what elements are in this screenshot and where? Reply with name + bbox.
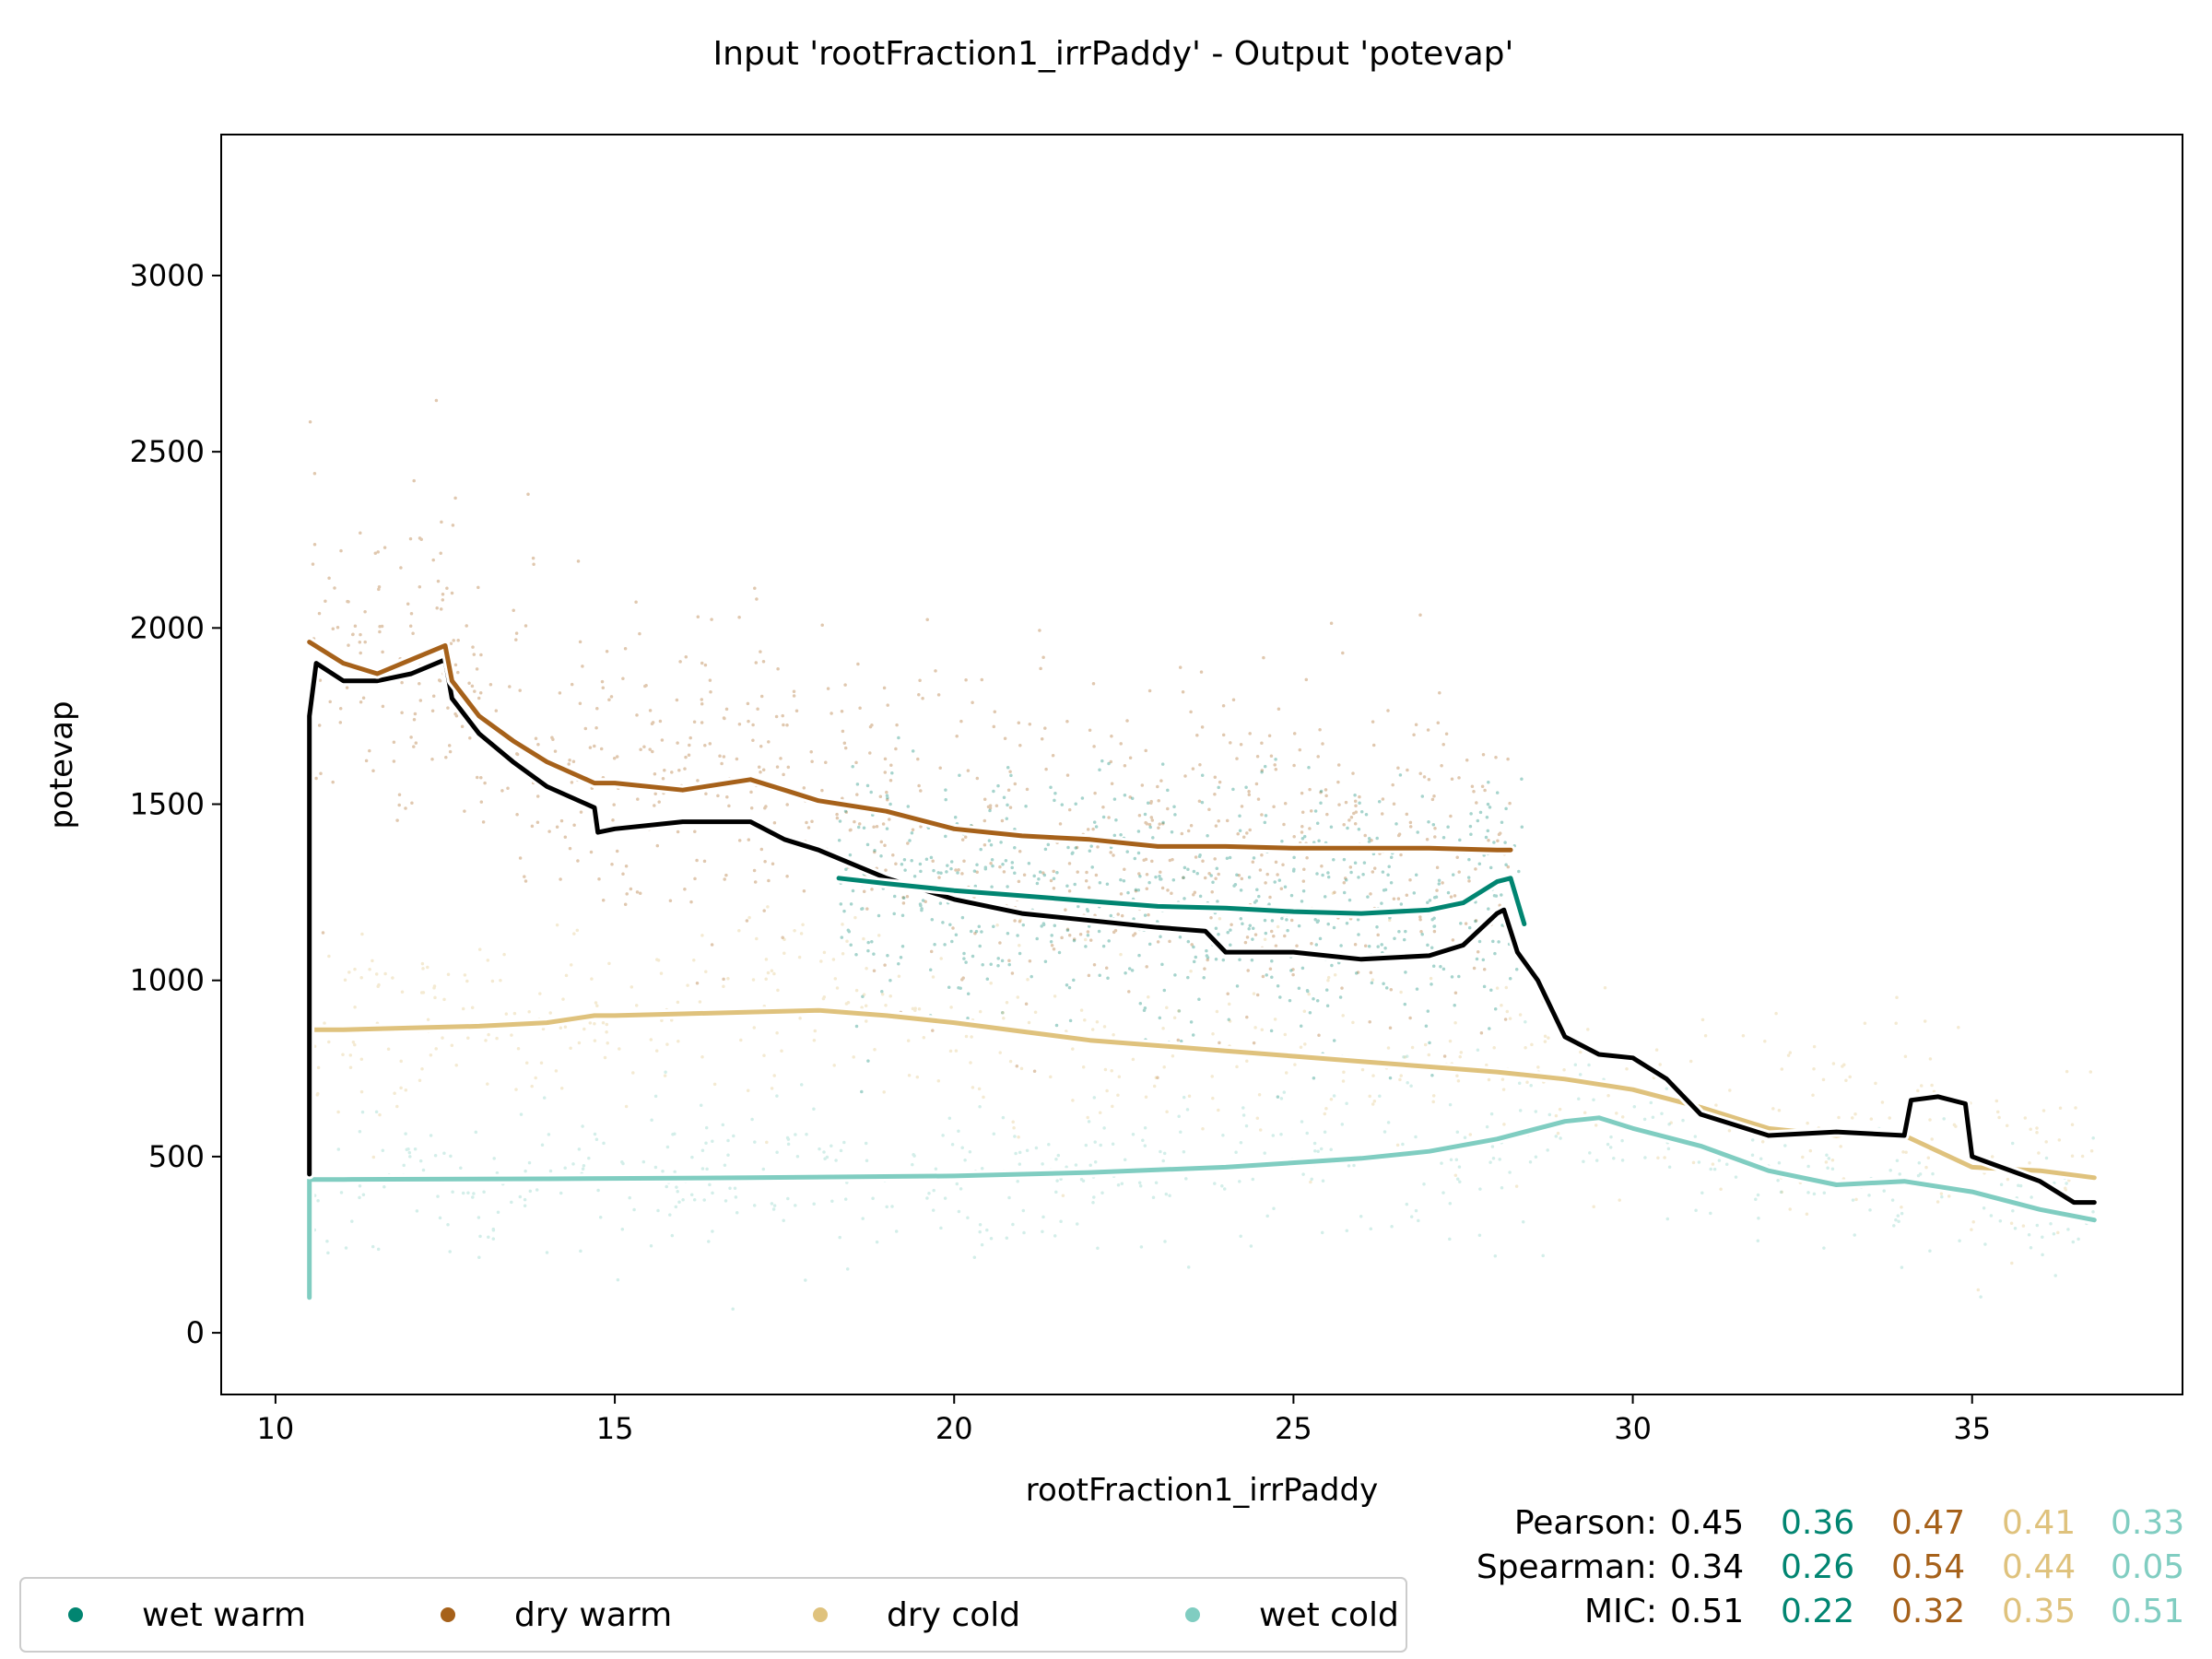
legend-frame xyxy=(19,1577,1407,1653)
y-tick-label: 1500 xyxy=(130,787,205,822)
legend-label-dry-warm: dry warm xyxy=(514,1596,672,1634)
x-tick-label: 15 xyxy=(596,1411,634,1446)
legend-label-wet-warm: wet warm xyxy=(142,1596,306,1634)
x-tick-label: 20 xyxy=(935,1411,973,1446)
stats-value: 0.05 xyxy=(2111,1548,2184,1586)
scatter-points-dry-cold xyxy=(309,891,2094,1292)
trend-line-overall xyxy=(307,657,2097,1206)
stats-value: 0.32 xyxy=(1891,1593,1965,1630)
stats-value: 0.47 xyxy=(1891,1504,1965,1542)
stats-value: 0.41 xyxy=(2002,1504,2076,1542)
stats-value: 0.26 xyxy=(1781,1548,1854,1586)
stats-value: 0.54 xyxy=(1891,1548,1965,1586)
y-tick-label: 3000 xyxy=(130,258,205,293)
stats-row-label: MIC: xyxy=(1584,1593,1657,1630)
x-axis: 10 15 20 25 30 35 xyxy=(257,1394,1991,1446)
stats-value: 0.33 xyxy=(2111,1504,2184,1542)
trend-line-dry-warm xyxy=(307,640,1513,853)
trend-line-wet-warm xyxy=(836,876,1527,926)
trend-line-dry-cold xyxy=(307,1007,2097,1181)
trend-halo-dry-cold xyxy=(304,1005,2100,1183)
y-tick-label: 2000 xyxy=(130,610,205,645)
chart-title: Input 'rootFraction1_irrPaddy' - Output … xyxy=(713,35,1514,73)
trend-line-wet-cold xyxy=(307,1115,2097,1300)
stats-value: 0.35 xyxy=(2002,1593,2076,1630)
stats-row-label: Spearman: xyxy=(1477,1548,1657,1586)
legend-marker-wet-cold xyxy=(1185,1607,1200,1622)
stats-value: 0.34 xyxy=(1670,1548,1744,1586)
stats-row-label: Pearson: xyxy=(1514,1504,1657,1542)
legend-marker-dry-cold xyxy=(813,1607,828,1622)
stats-value: 0.51 xyxy=(1670,1593,1744,1630)
stats-value: 0.22 xyxy=(1781,1593,1854,1630)
stats-value: 0.44 xyxy=(2002,1548,2076,1586)
x-tick-label: 35 xyxy=(1953,1411,1991,1446)
y-axis: 0 500 1000 1500 2000 2500 3000 xyxy=(130,258,221,1350)
stats-value: 0.45 xyxy=(1670,1504,1744,1542)
legend-marker-dry-warm xyxy=(441,1607,455,1622)
x-axis-label: rootFraction1_irrPaddy xyxy=(1026,1472,1378,1509)
y-tick-label: 500 xyxy=(148,1139,205,1174)
stats-value: 0.51 xyxy=(2111,1593,2184,1630)
trend-lines xyxy=(304,637,2100,1303)
stats-value: 0.36 xyxy=(1781,1504,1854,1542)
y-tick-label: 1000 xyxy=(130,963,205,998)
legend-label-dry-cold: dry cold xyxy=(887,1596,1020,1634)
legend-marker-wet-warm xyxy=(68,1607,83,1622)
plot-area xyxy=(220,134,2183,1395)
legend: wet warm dry warm dry cold wet cold xyxy=(19,1577,1407,1653)
x-tick-label: 10 xyxy=(257,1411,295,1446)
x-tick-label: 30 xyxy=(1614,1411,1652,1446)
trend-halo-wet-cold xyxy=(304,1112,2100,1303)
y-tick-label: 0 xyxy=(186,1315,205,1350)
y-tick-label: 2500 xyxy=(130,434,205,469)
x-tick-label: 25 xyxy=(1275,1411,1312,1446)
y-axis-label: potevap xyxy=(43,700,80,829)
legend-label-wet-cold: wet cold xyxy=(1259,1596,1399,1634)
correlation-stats: Pearson: 0.45 0.36 0.47 0.41 0.33 Spearman: 0.3… xyxy=(1477,1504,2184,1630)
